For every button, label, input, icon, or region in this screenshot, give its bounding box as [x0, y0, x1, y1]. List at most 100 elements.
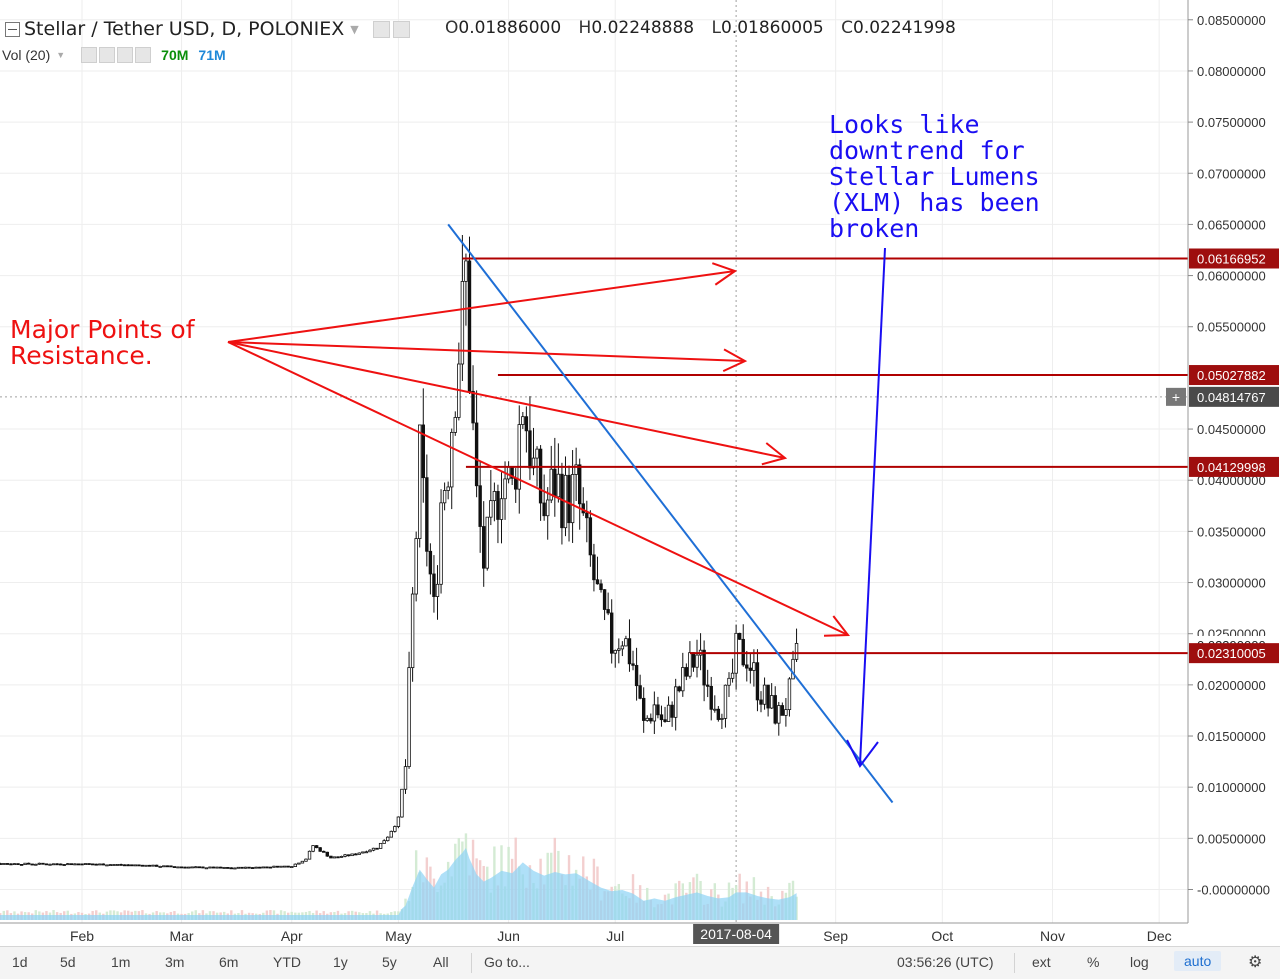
crosshair-price-label: 0.04814767 [1197, 390, 1266, 405]
candle-body [673, 686, 678, 718]
y-tick-label: -0.00000000 [1197, 883, 1270, 898]
downtrend-line [447, 223, 894, 804]
settings-icon[interactable] [372, 20, 390, 38]
candle-body [716, 708, 721, 720]
y-tick-label: 0.02000000 [1197, 678, 1266, 693]
candle-body [748, 667, 753, 671]
annotation-line: broken [829, 214, 919, 243]
candle-body [265, 866, 269, 869]
chart-grid [0, 0, 1188, 923]
range-3m[interactable]: 3m [165, 954, 185, 970]
candle-body [357, 852, 361, 855]
candle-body [354, 853, 358, 856]
candle-body [638, 685, 642, 699]
candle-body [521, 416, 525, 425]
candle-body [83, 863, 88, 865]
gear-icon[interactable] [99, 47, 116, 63]
candle-body [133, 864, 138, 867]
range-all[interactable]: All [433, 954, 449, 970]
candle-body [37, 862, 42, 865]
candle-body [66, 863, 70, 866]
x-tick-label: Apr [281, 928, 303, 944]
candle-body [229, 867, 234, 870]
chart-header: Stellar / Tether USD, D, POLONIEX ▼ [0, 14, 410, 44]
candle-body [684, 667, 689, 677]
candle-body [666, 704, 671, 722]
candle-body [343, 854, 347, 857]
candle-body [442, 490, 447, 504]
candle-body [236, 866, 241, 869]
format-icon[interactable] [392, 20, 410, 38]
x-tick-label: May [385, 928, 411, 944]
price-tag-box [1189, 248, 1279, 269]
log-toggle[interactable]: log [1130, 954, 1149, 970]
candle-body [183, 866, 187, 869]
candle-body [304, 858, 308, 862]
settings-gear-icon[interactable]: ⚙ [1248, 954, 1263, 971]
volume-average-area [0, 848, 797, 920]
candle-body [314, 845, 319, 849]
x-tick-label: Mar [169, 928, 193, 944]
resistance-arrowhead [722, 348, 748, 373]
candle-body [581, 503, 585, 514]
candle-body [578, 464, 582, 505]
candle-body [101, 863, 106, 866]
candle-body [247, 866, 251, 869]
candle-body [400, 788, 404, 818]
y-tick-label: 0.00500000 [1197, 831, 1266, 846]
percent-toggle[interactable]: % [1087, 954, 1100, 970]
candle-body [147, 864, 152, 867]
candle-body [592, 554, 596, 581]
range-6m[interactable]: 6m [219, 954, 239, 970]
candle-body [528, 430, 532, 469]
range-1m[interactable]: 1m [111, 954, 131, 970]
candle-body [208, 866, 212, 869]
candle-body [773, 695, 777, 724]
candle-body [585, 512, 589, 519]
candle-body [5, 863, 10, 865]
y-tick-label: 0.08000000 [1197, 64, 1266, 79]
candle-body [741, 638, 745, 666]
candle-body [677, 686, 681, 692]
candle-body [325, 851, 329, 857]
range-5y[interactable]: 5y [382, 954, 397, 970]
candle-body [258, 866, 262, 869]
toolbar-divider [1014, 953, 1015, 973]
candle-body [688, 652, 692, 677]
range-ytd[interactable]: YTD [273, 954, 301, 970]
candle-body [567, 474, 571, 524]
candle-body [720, 718, 724, 720]
candle-body [332, 856, 337, 859]
ext-toggle[interactable]: ext [1032, 954, 1051, 970]
auto-toggle[interactable]: auto [1174, 951, 1222, 971]
breakout-annotation: Looks like downtrend for Stellar Lumens (XL… [829, 110, 1040, 243]
goto-button[interactable]: Go to... [484, 954, 530, 970]
collapse-icon[interactable] [5, 21, 20, 37]
range-1y[interactable]: 1y [333, 954, 348, 970]
candle-body [393, 826, 397, 832]
candle-body [318, 847, 322, 852]
candle-body [154, 864, 159, 867]
annotation-line: Resistance. [10, 341, 153, 370]
candle-body [290, 866, 294, 868]
close-icon[interactable] [135, 47, 152, 63]
candle-body [627, 638, 632, 665]
candle-body [361, 851, 365, 854]
price-tag-label: 0.02310005 [1197, 646, 1266, 661]
candle-body [112, 864, 116, 866]
plus-icon[interactable] [117, 47, 134, 63]
symbol-title[interactable]: Stellar / Tether USD, D, POLONIEX [24, 18, 345, 40]
symbol-dropdown-icon[interactable]: ▼ [350, 22, 359, 36]
low-label: L [711, 18, 721, 38]
range-5d[interactable]: 5d [60, 954, 76, 970]
annotation-line: downtrend for [829, 136, 1025, 165]
volume-label[interactable]: Vol (20) [2, 47, 51, 63]
volume-dropdown-icon[interactable]: ▼ [56, 50, 66, 60]
range-1d[interactable]: 1d [12, 954, 28, 970]
eye-icon[interactable] [81, 47, 98, 63]
candle-body [606, 609, 610, 614]
x-tick-label: Oct [931, 928, 953, 944]
candle-body [371, 847, 376, 851]
candle-body [300, 860, 305, 864]
